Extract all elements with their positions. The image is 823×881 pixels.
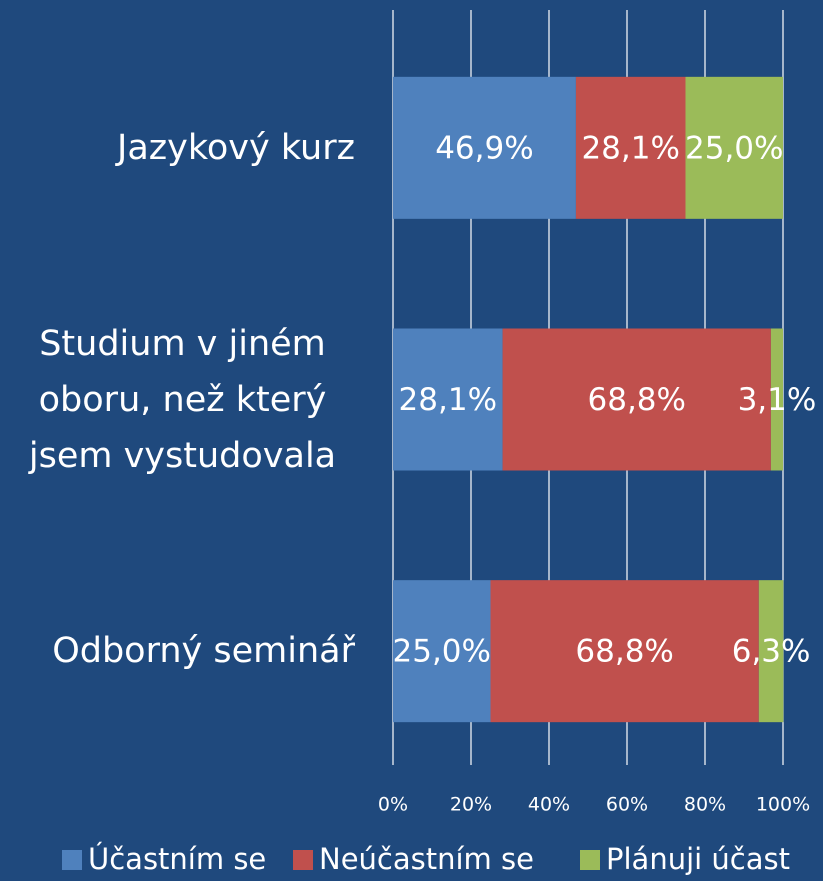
category-label: Jazykový kurz [0, 73, 355, 223]
x-tick-label: 80% [684, 794, 726, 816]
category-label: Studium v jiném oboru, než který jsem vy… [0, 324, 355, 476]
legend-swatch [580, 850, 600, 870]
data-label: 25,0% [393, 634, 491, 670]
bar-segment [502, 328, 771, 471]
legend-swatch [62, 850, 82, 870]
x-tick-label: 40% [528, 794, 570, 816]
bar-segment [770, 328, 783, 471]
data-label: 6,3% [732, 634, 811, 670]
data-label: 68,8% [575, 634, 673, 670]
bar-segment [490, 580, 759, 723]
bar-segment [758, 580, 784, 723]
bar-segment [685, 76, 783, 219]
bar-segment [393, 328, 503, 471]
category-text: Studium v jiném oboru, než který jsem vy… [28, 323, 337, 476]
legend-label: Neúčastním se [319, 842, 534, 876]
data-label: 68,8% [588, 382, 686, 418]
data-label: 28,1% [399, 382, 497, 418]
category-text: Odborný seminář [52, 631, 355, 672]
data-label: 25,0% [685, 130, 783, 166]
x-tick-label: 20% [450, 794, 492, 816]
data-label: 28,1% [581, 130, 679, 166]
data-label: 3,1% [738, 382, 817, 418]
data-label: 46,9% [435, 130, 533, 166]
bar-segment [393, 580, 491, 723]
bar-segment [575, 76, 686, 219]
legend-label: Plánuji účast [606, 842, 790, 876]
legend-label: Účastním se [88, 842, 266, 876]
category-text: Jazykový kurz [117, 127, 355, 168]
legend-swatch [293, 850, 313, 870]
x-tick-label: 0% [378, 794, 408, 816]
bar-segment [393, 76, 576, 219]
x-tick-label: 60% [606, 794, 648, 816]
category-label: Odborný seminář [0, 576, 355, 726]
x-tick-label: 100% [756, 794, 810, 816]
